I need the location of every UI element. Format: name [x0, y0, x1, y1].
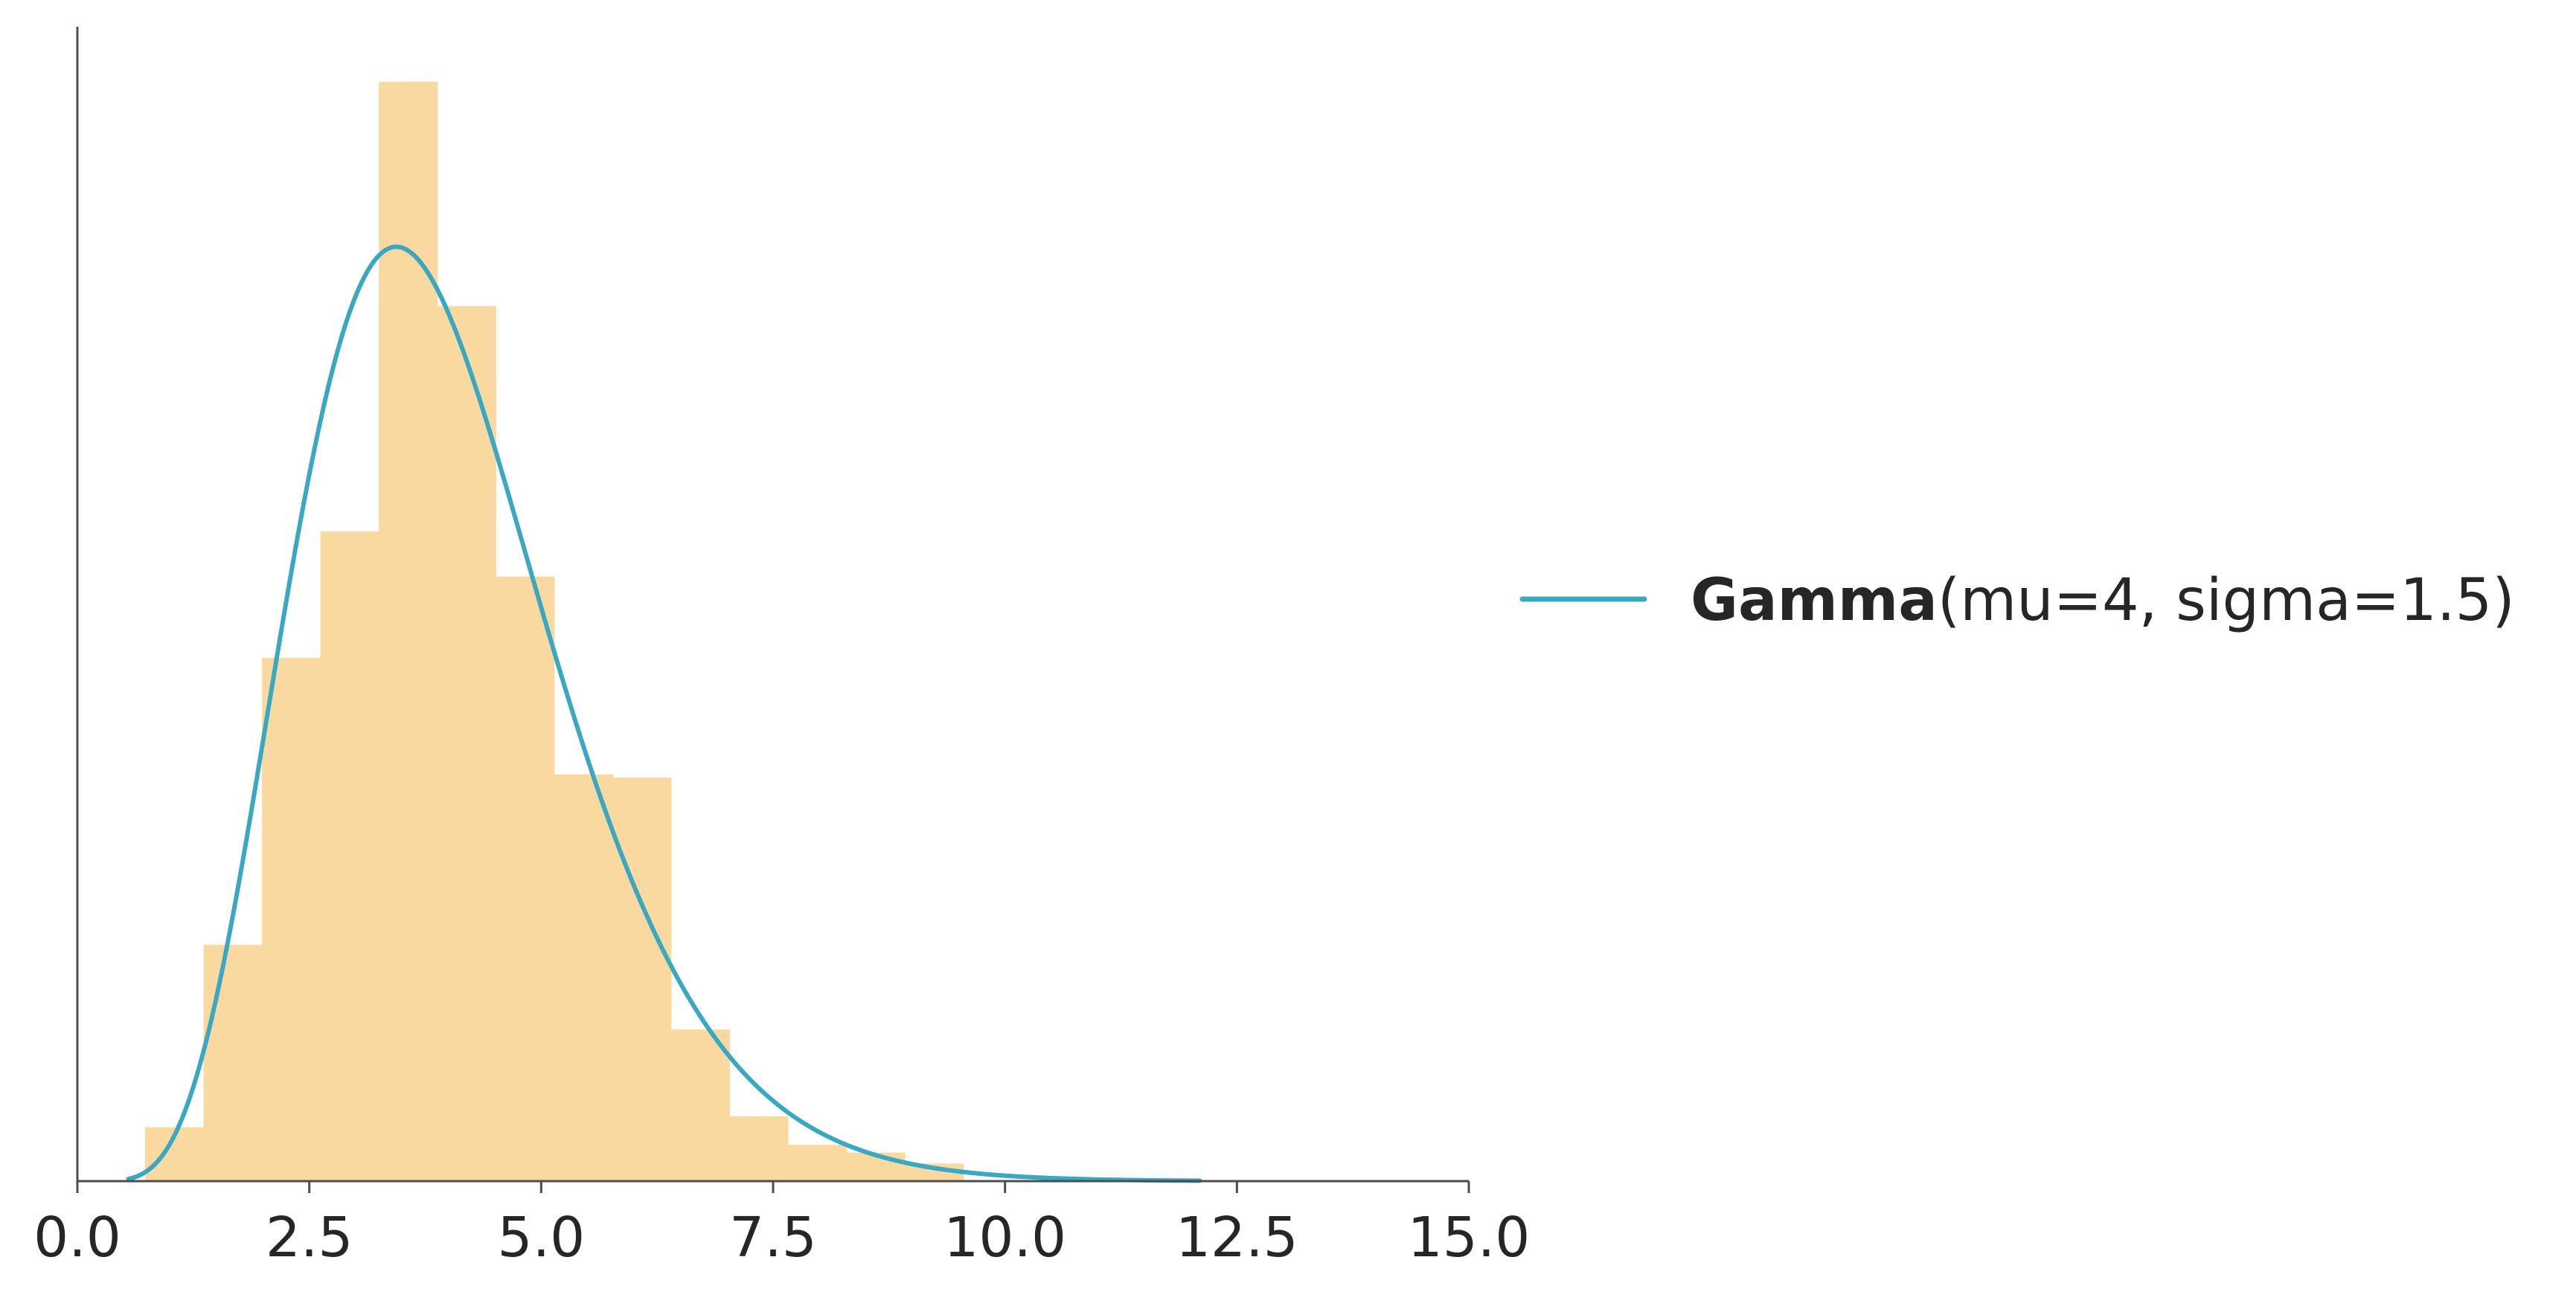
histogram-bar: [203, 944, 263, 1181]
x-tick-label: 0.0: [33, 1206, 121, 1270]
legend-parameters: (mu=4, sigma=1.5): [1938, 567, 2515, 634]
legend-label: Gamma(mu=4, sigma=1.5): [1691, 567, 2515, 634]
histogram-bar: [437, 306, 496, 1182]
x-tick-label: 5.0: [497, 1206, 585, 1270]
x-tick-label: 2.5: [266, 1206, 353, 1270]
histogram-bar: [787, 1145, 848, 1181]
axes: 0.0 2.5 5.0 7.5 10.0 12.5 15.0: [33, 27, 1530, 1270]
histogram-bar: [670, 1029, 731, 1181]
histogram-bar: [320, 531, 379, 1181]
histogram-bars: [145, 82, 964, 1182]
x-tick-label: 7.5: [729, 1206, 817, 1270]
pdf-curve-layer: [126, 244, 1202, 1183]
histogram-bar: [554, 774, 613, 1181]
x-tick-label: 15.0: [1408, 1206, 1531, 1270]
histogram-bar: [612, 777, 672, 1181]
legend-distribution-name: Gamma: [1691, 567, 1938, 634]
histogram-bar: [496, 576, 555, 1181]
histogram-bar: [262, 657, 321, 1181]
x-tick-label: 10.0: [943, 1206, 1066, 1270]
histogram-bar: [729, 1116, 789, 1181]
x-tick-label: 12.5: [1176, 1206, 1298, 1270]
legend: Gamma(mu=4, sigma=1.5): [1519, 567, 2515, 634]
histogram-bar: [379, 82, 438, 1181]
histogram-bar: [905, 1163, 964, 1181]
gamma-pdf-line: [126, 244, 1202, 1183]
